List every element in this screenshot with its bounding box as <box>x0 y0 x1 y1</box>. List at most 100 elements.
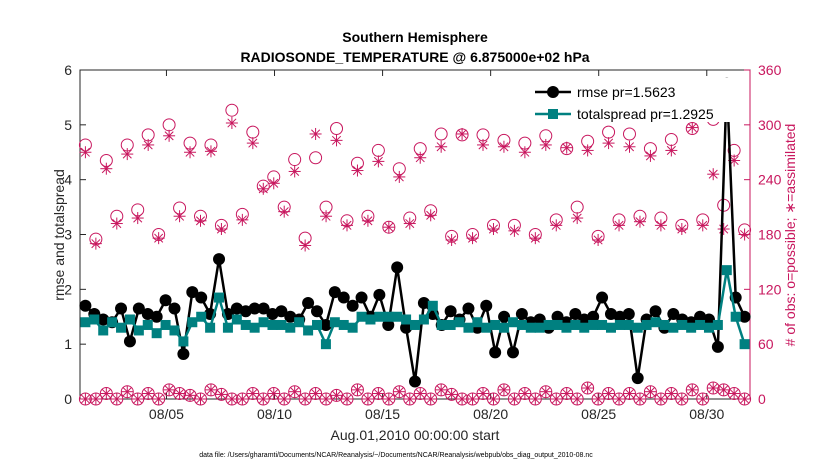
totalspread-point <box>490 319 501 330</box>
totalspread-point <box>552 319 563 330</box>
obs_low_assimilated-point <box>665 387 678 400</box>
obs_assimilated-point <box>246 137 259 150</box>
rmse-point <box>115 302 128 315</box>
obs_low_assimilated-point <box>424 393 437 405</box>
obs_low_assimilated-point <box>445 388 458 401</box>
obs_assimilated-point <box>633 215 646 228</box>
obs_low_assimilated-point <box>686 383 699 396</box>
obs_low_assimilated-point <box>487 393 500 405</box>
obs_assimilated-point <box>225 117 238 130</box>
obs_assimilated-point <box>717 223 730 236</box>
totalspread-point <box>285 322 296 333</box>
obs_assimilated-point <box>215 223 228 236</box>
obs_low_assimilated-point <box>110 393 123 405</box>
totalspread-point <box>178 336 189 347</box>
obs_possible-point <box>162 118 176 132</box>
obs_low_assimilated-point <box>215 388 228 401</box>
obs_low_assimilated-point <box>707 382 720 395</box>
rmse-point <box>150 310 163 323</box>
legend-spread-marker <box>548 109 558 119</box>
obs_assimilated-point <box>424 209 437 222</box>
totalspread-point <box>267 319 278 330</box>
obs_low_assimilated-point <box>602 387 615 400</box>
totalspread-point <box>356 311 367 322</box>
obs_low_assimilated-point <box>340 393 353 405</box>
totalspread-point <box>570 319 581 330</box>
obs_assimilated-point <box>100 162 113 175</box>
totalspread-point <box>614 319 625 330</box>
obs_low_assimilated-point <box>121 385 134 398</box>
obs_low_assimilated-point <box>435 383 448 396</box>
obs_low_assimilated-point <box>539 385 552 398</box>
obs_low_assimilated-point <box>623 387 636 400</box>
obs_low_assimilated-point <box>571 393 584 405</box>
rmse-point <box>382 318 395 331</box>
rmse-point <box>319 318 332 331</box>
rmse-point <box>622 308 635 321</box>
totalspread-point <box>80 317 91 328</box>
obs_assimilated-point <box>79 146 92 159</box>
obs_assimilated-point <box>351 164 364 177</box>
rmse-point <box>569 308 582 321</box>
y-tick-label-right: 0 <box>758 391 766 407</box>
y-tick-label-right: 360 <box>758 62 782 78</box>
totalspread-point <box>338 319 349 330</box>
obs_low_assimilated-point <box>204 383 217 396</box>
obs_possible-point <box>288 153 302 167</box>
rmse-point <box>177 348 190 361</box>
rmse-point <box>168 302 181 315</box>
rmse-point <box>311 305 324 318</box>
totalspread-point <box>169 325 180 336</box>
y-tick-label-right: 60 <box>758 336 774 352</box>
obs_assimilated-point <box>372 155 385 168</box>
totalspread-point <box>561 322 572 333</box>
rmse-point <box>506 346 519 359</box>
obs_low_assimilated-point <box>309 387 322 400</box>
obs_assimilated-point <box>288 165 301 178</box>
totalspread-point <box>507 317 518 328</box>
obs_possible-point <box>434 127 448 141</box>
rmse-point <box>159 294 172 307</box>
obs_possible-point <box>330 121 344 135</box>
obs_low_assimilated-point <box>696 393 709 405</box>
x-tick-label: 08/25 <box>581 406 616 422</box>
totalspread-point <box>365 314 376 325</box>
rmse-point <box>631 372 644 385</box>
obs_assimilated-point <box>602 137 615 150</box>
rmse-point <box>489 346 502 359</box>
obs_low_assimilated-point <box>560 387 573 400</box>
rmse-point <box>533 313 546 326</box>
totalspread-point <box>196 311 207 322</box>
obs_low_assimilated-point <box>529 393 542 405</box>
obs_low_assimilated-point <box>372 387 385 400</box>
obs_assimilated-point <box>152 232 165 245</box>
totalspread-point <box>303 325 314 336</box>
rmse-point <box>702 313 715 326</box>
totalspread-point <box>142 319 153 330</box>
totalspread-point <box>347 322 358 333</box>
y-tick-label-left: 0 <box>64 391 72 407</box>
obs_low_assimilated-point <box>497 383 510 396</box>
rmse-point <box>480 299 493 312</box>
rmse-point <box>409 375 421 388</box>
totalspread-point <box>641 319 652 330</box>
rmse-point <box>257 302 270 315</box>
totalspread-point <box>222 322 233 333</box>
totalspread-point <box>294 317 305 328</box>
y-tick-label-right: 240 <box>758 172 782 188</box>
totalspread-point <box>499 322 510 333</box>
obs_assimilated-point <box>550 219 563 232</box>
obs_low_assimilated-point <box>361 393 374 405</box>
obs_low_assimilated-point <box>613 393 626 405</box>
y-tick-label-right: 300 <box>758 117 782 133</box>
totalspread-point <box>107 317 118 328</box>
obs_assimilated-point <box>529 232 542 245</box>
obs_low_assimilated-point <box>89 393 102 405</box>
obs_low_assimilated-point <box>456 393 469 405</box>
obs_low_assimilated-point <box>278 393 291 405</box>
obs_assimilated-point <box>361 214 374 227</box>
x-tick-label: 08/15 <box>365 406 400 422</box>
obs_low_assimilated-point <box>142 387 155 400</box>
